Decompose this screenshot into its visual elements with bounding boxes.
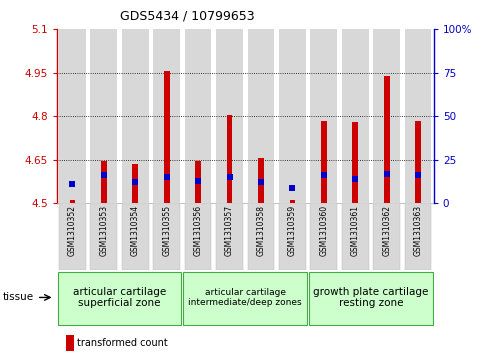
Bar [405, 29, 431, 203]
Point [194, 178, 202, 184]
Bar [133, 164, 138, 203]
Bar [279, 29, 306, 203]
Bar [342, 29, 369, 203]
Bar [384, 76, 389, 203]
Point [414, 172, 422, 178]
Bar [311, 203, 337, 270]
Bar [321, 121, 327, 203]
Bar [216, 203, 243, 270]
Point [383, 171, 390, 176]
Bar [405, 203, 431, 270]
Text: GSM1310354: GSM1310354 [131, 205, 140, 256]
Bar [91, 203, 117, 270]
Text: articular cartilage
intermediate/deep zones: articular cartilage intermediate/deep zo… [188, 288, 302, 307]
Bar [185, 29, 211, 203]
Bar [289, 200, 295, 203]
Point [131, 179, 139, 185]
Point [288, 185, 296, 191]
Bar [311, 29, 337, 203]
Text: GSM1310358: GSM1310358 [256, 205, 266, 256]
Text: transformed count: transformed count [77, 338, 168, 348]
Bar [247, 203, 274, 270]
Bar [309, 272, 433, 325]
Text: GSM1310357: GSM1310357 [225, 205, 234, 256]
Point [352, 176, 359, 182]
Bar [342, 203, 369, 270]
Bar [59, 203, 86, 270]
Bar [258, 158, 264, 203]
Text: growth plate cartilage
resting zone: growth plate cartilage resting zone [313, 287, 429, 308]
Bar [153, 29, 180, 203]
Bar [373, 29, 400, 203]
Text: GSM1310362: GSM1310362 [382, 205, 391, 256]
Text: GDS5434 / 10799653: GDS5434 / 10799653 [120, 9, 255, 22]
Point [320, 172, 328, 178]
Bar [279, 203, 306, 270]
Bar [122, 203, 148, 270]
Bar [91, 29, 117, 203]
Text: GSM1310363: GSM1310363 [414, 205, 423, 256]
Text: GSM1310353: GSM1310353 [99, 205, 108, 256]
Bar [153, 203, 180, 270]
Bar [352, 122, 358, 203]
Bar [101, 161, 106, 203]
Bar [58, 272, 181, 325]
Bar [195, 161, 201, 203]
Point [69, 181, 76, 187]
Bar [216, 29, 243, 203]
Text: tissue: tissue [2, 293, 34, 302]
Bar [415, 121, 421, 203]
Bar [122, 29, 148, 203]
Bar [185, 203, 211, 270]
Bar [227, 115, 232, 203]
Text: GSM1310360: GSM1310360 [319, 205, 328, 256]
Text: GSM1310359: GSM1310359 [288, 205, 297, 256]
Text: GSM1310356: GSM1310356 [194, 205, 203, 256]
Point [257, 179, 265, 185]
Bar [183, 272, 307, 325]
Text: GSM1310361: GSM1310361 [351, 205, 360, 256]
Point [163, 174, 171, 180]
Bar [66, 335, 74, 351]
Point [100, 172, 108, 178]
Bar [59, 29, 86, 203]
Bar [247, 29, 274, 203]
Text: articular cartilage
superficial zone: articular cartilage superficial zone [73, 287, 166, 308]
Bar [70, 200, 75, 203]
Bar [164, 71, 170, 203]
Text: GSM1310355: GSM1310355 [162, 205, 171, 256]
Point [226, 174, 234, 180]
Bar [373, 203, 400, 270]
Text: GSM1310352: GSM1310352 [68, 205, 77, 256]
